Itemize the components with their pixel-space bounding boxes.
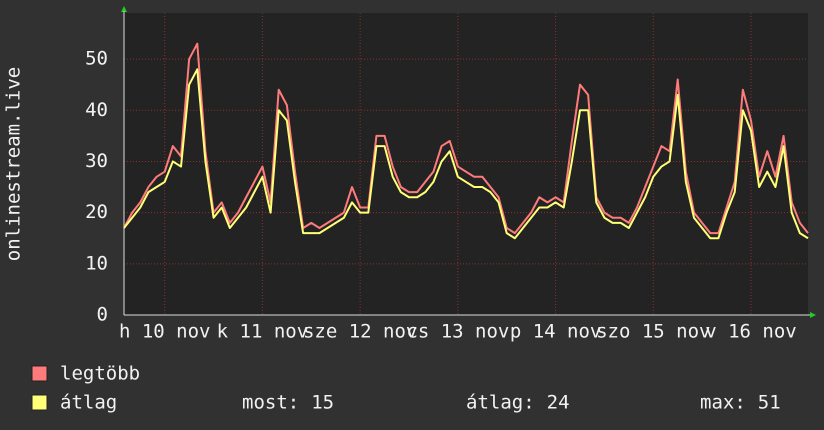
series-line — [123, 68, 809, 240]
legend-label: átlag — [60, 392, 117, 414]
y-tick-label: 40 — [85, 99, 108, 121]
stat-value: 51 — [758, 392, 781, 414]
y-axis-label: onlinestream.live — [3, 67, 25, 261]
legend-swatch — [31, 394, 48, 411]
x-tick-label: k 11 nov — [217, 321, 309, 343]
stat-value: 24 — [547, 392, 570, 414]
x-tick-label: szo 15 nov — [596, 321, 710, 343]
axis-arrow — [121, 6, 127, 12]
x-tick-label: sze 12 nov — [303, 321, 417, 343]
legend-swatch — [31, 365, 48, 382]
y-tick-label: 20 — [85, 201, 108, 223]
legend-label: legtöbb — [60, 363, 140, 385]
axis-arrow — [810, 312, 816, 318]
x-tick-label: v 16 nov — [705, 321, 797, 343]
x-tick-label: cs 13 nov — [406, 321, 509, 343]
stat-label: max: — [700, 392, 746, 414]
y-tick-label: 30 — [85, 150, 108, 172]
y-tick-label: 10 — [85, 252, 108, 274]
x-tick-label: h 10 nov — [119, 321, 211, 343]
y-tick-label: 50 — [85, 48, 108, 70]
stat-label: most: — [242, 392, 299, 414]
x-tick-label: p 14 nov — [510, 321, 602, 343]
stat-label: átlag: — [466, 392, 535, 414]
plot-area — [124, 13, 808, 315]
series-line — [123, 42, 809, 235]
y-tick-label: 0 — [97, 304, 108, 326]
stat-value: 15 — [311, 392, 334, 414]
